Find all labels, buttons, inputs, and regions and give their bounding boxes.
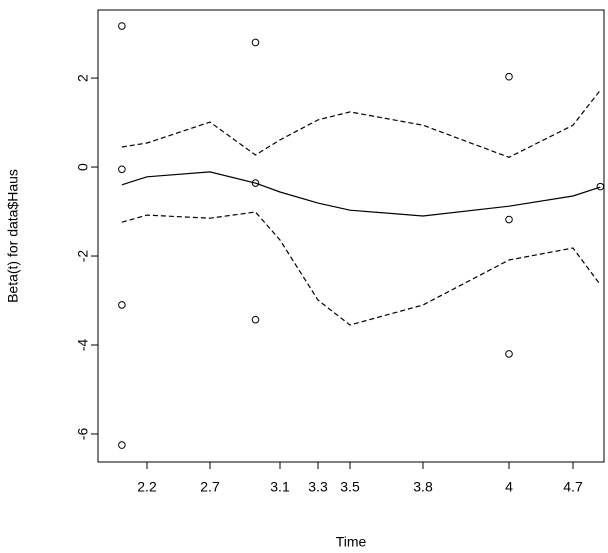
x-tick-label: 3.3	[308, 479, 328, 495]
x-axis-label: Time	[336, 534, 367, 550]
point	[506, 351, 513, 358]
point	[119, 166, 126, 173]
curve-upper	[122, 90, 601, 157]
point	[119, 442, 126, 449]
x-tick-label: 3.8	[413, 479, 433, 495]
y-tick-label: -6	[75, 428, 91, 441]
x-tick-label: 2.2	[137, 479, 157, 495]
point	[252, 39, 259, 46]
point	[506, 73, 513, 80]
y-tick-label: -4	[75, 339, 91, 352]
point	[252, 316, 259, 323]
point	[506, 216, 513, 223]
y-tick-label: 2	[75, 74, 91, 82]
chart: Time Beta(t) for data$Haus -6 -4 -2 0 2 2.2 2.…	[0, 0, 608, 553]
y-tick-label: 0	[75, 163, 91, 171]
point	[119, 23, 126, 30]
point	[597, 183, 604, 190]
x-tick-label: 3.1	[270, 479, 290, 495]
y-tick-label: -2	[75, 250, 91, 263]
plot-frame	[98, 10, 604, 462]
x-tick-label: 3.5	[340, 479, 360, 495]
point	[119, 302, 126, 309]
x-tick-label: 2.7	[200, 479, 220, 495]
x-tick-label: 4	[505, 479, 513, 495]
curve-fit	[122, 172, 601, 216]
y-axis-label: Beta(t) for data$Haus	[5, 169, 21, 303]
curve-lower	[122, 212, 601, 325]
x-tick-label: 4.7	[563, 479, 583, 495]
